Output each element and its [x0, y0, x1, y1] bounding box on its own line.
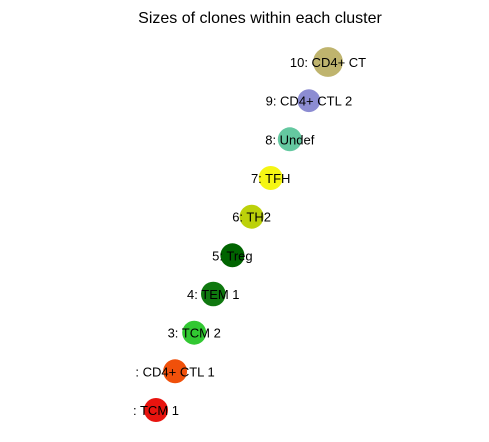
cluster-label-8: 8: Undef — [265, 132, 315, 147]
cluster-node-6 — [239, 204, 264, 229]
cluster-label-10: 10: CD4+ CT — [290, 55, 366, 70]
cluster-node-2 — [163, 359, 188, 384]
cluster-node-3 — [182, 320, 207, 345]
cluster-node-10 — [313, 47, 343, 77]
cluster-node-9 — [297, 89, 321, 113]
cluster-label-3: 3: TCM 2 — [168, 326, 221, 341]
cluster-node-1 — [144, 398, 168, 422]
cluster-label-5: 5: Treg — [212, 248, 252, 263]
cluster-label-6: 6: TH2 — [232, 210, 271, 225]
cluster-label-7: 7: TFH — [251, 171, 291, 186]
cluster-node-5 — [220, 243, 245, 268]
cluster-label-4: 4: TEM 1 — [187, 287, 240, 302]
chart-nodes: : TCM 1 : CD4+ CTL 1 3: TCM 2 4: TEM 1 5: Tr… — [133, 47, 366, 422]
cluster-node-7 — [258, 166, 283, 190]
cluster-label-9: 9: CD4+ CTL 2 — [266, 94, 353, 109]
chart-title: Sizes of clones within each cluster — [138, 10, 382, 27]
cluster-label-2: : CD4+ CTL 1 — [135, 364, 214, 379]
cluster-label-1: : TCM 1 — [133, 403, 179, 418]
cluster-node-8 — [277, 127, 302, 152]
cluster-node-4 — [201, 281, 226, 307]
